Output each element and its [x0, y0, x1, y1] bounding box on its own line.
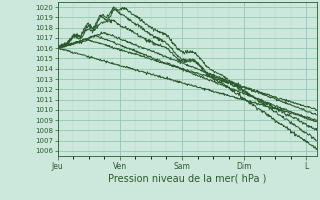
X-axis label: Pression niveau de la mer( hPa ): Pression niveau de la mer( hPa ): [108, 173, 266, 183]
